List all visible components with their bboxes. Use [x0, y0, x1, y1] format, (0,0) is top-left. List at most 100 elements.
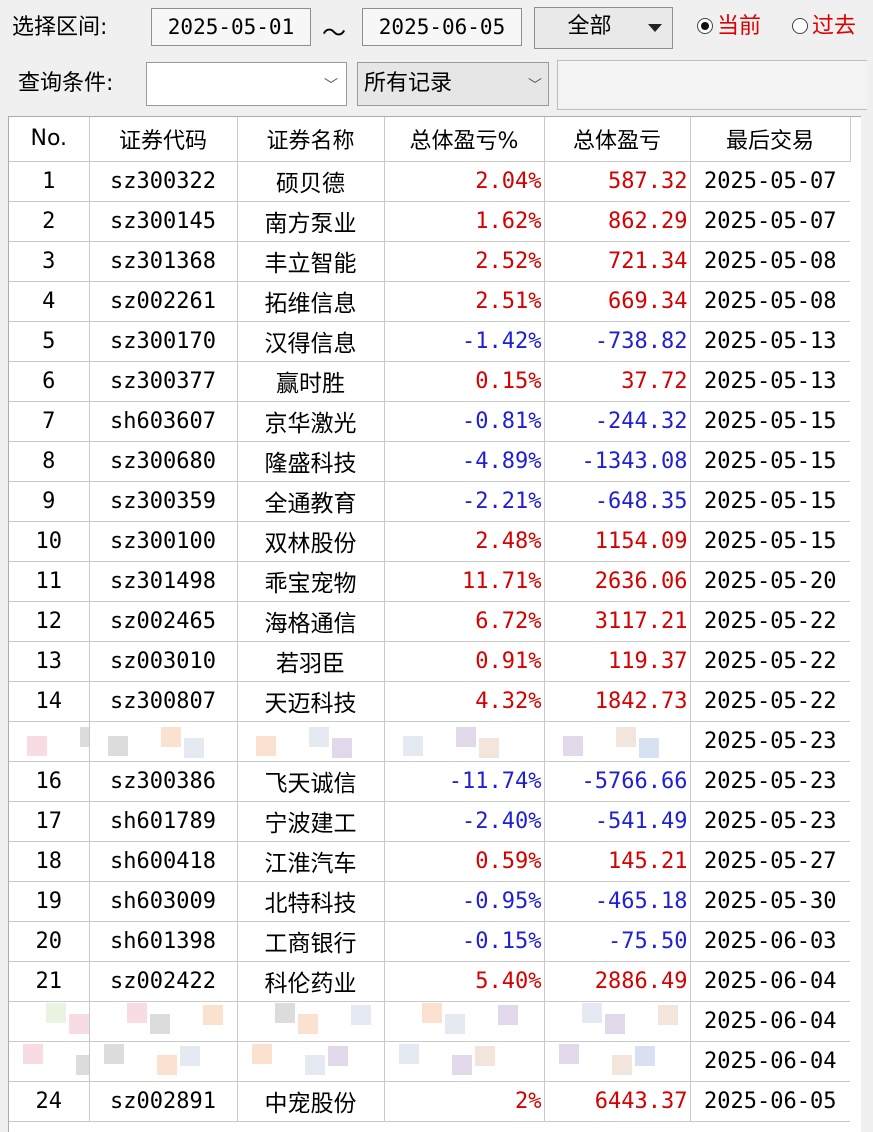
- records-select-value: 所有记录: [364, 71, 453, 96]
- cell-pnl: -244.32: [544, 401, 691, 442]
- col-header-last-trade[interactable]: 最后交易: [690, 117, 851, 162]
- table-row[interactable]: 19 sh603009 北特科技 -0.95% -465.18 2025-05-30: [9, 881, 850, 922]
- cell-pnl: 37.72: [544, 361, 691, 402]
- col-header-pnl[interactable]: 总体盈亏: [544, 117, 691, 162]
- table-row[interactable]: 24 sz002891 中宠股份 2% 6443.37 2025-06-05: [9, 1081, 850, 1122]
- cell-last-trade: 2025-06-03: [690, 921, 850, 962]
- cell-name: 天迈科技: [237, 681, 385, 722]
- table-row[interactable]: 11 sz301498 乖宝宠物 11.71% 2636.06 2025-05-20: [9, 561, 850, 602]
- cell-code: sz300807: [89, 681, 238, 722]
- radio-past[interactable]: 过去: [792, 14, 856, 40]
- cell-no: 4: [9, 281, 90, 322]
- cell-code: sh603009: [89, 881, 238, 922]
- cell-pnl-pct: -11.74%: [384, 761, 545, 802]
- condition-select[interactable]: ﹀: [146, 62, 347, 106]
- cell-no: 24: [9, 1081, 90, 1122]
- date-range-toolbar: 选择区间: 2025-05-01 ～ 2025-06-05 全部 当前 过去: [0, 0, 873, 56]
- col-header-no[interactable]: No.: [9, 117, 90, 162]
- cell-pnl: 145.21: [544, 841, 691, 882]
- cell-no: 11: [9, 561, 90, 602]
- table-row[interactable]: 6 sz300377 赢时胜 0.15% 37.72 2025-05-13: [9, 361, 850, 402]
- cell-pnl: 1842.73: [544, 681, 691, 722]
- records-select[interactable]: 所有记录 ﹀: [357, 62, 549, 106]
- cell-pnl: -75.50: [544, 921, 691, 962]
- cell-code: sz301498: [89, 561, 238, 602]
- table-row[interactable]: 20 sh601398 工商银行 -0.15% -75.50 2025-06-03: [9, 921, 850, 962]
- cell-code: sz002422: [89, 961, 238, 1002]
- start-date-field[interactable]: 2025-05-01: [151, 8, 311, 46]
- table-row[interactable]: 4 sz002261 拓维信息 2.51% 669.34 2025-05-08: [9, 281, 850, 322]
- scope-select[interactable]: 全部: [534, 7, 673, 49]
- cell-last-trade: 2025-05-13: [690, 321, 850, 362]
- table-row[interactable]: 7 sh603607 京华激光 -0.81% -244.32 2025-05-15: [9, 401, 850, 442]
- mosaic-blur: [384, 721, 545, 762]
- cell-name: 汉得信息: [237, 321, 385, 362]
- col-header-code[interactable]: 证券代码: [89, 117, 238, 162]
- table-row[interactable]: 2025-06-04: [9, 1041, 850, 1082]
- cell-no: 19: [9, 881, 90, 922]
- table-row[interactable]: 1 sz300322 硕贝德 2.04% 587.32 2025-05-07: [9, 161, 850, 202]
- table-row[interactable]: 9 sz300359 全通教育 -2.21% -648.35 2025-05-15: [9, 481, 850, 522]
- scope-select-value: 全部: [567, 14, 612, 39]
- table-row[interactable]: 8 sz300680 隆盛科技 -4.89% -1343.08 2025-05-15: [9, 441, 850, 482]
- cell-pnl-pct: -0.95%: [384, 881, 545, 922]
- cell-no: 13: [9, 641, 90, 682]
- chevron-down-icon: ﹀: [528, 78, 542, 94]
- cell-pnl: 1154.09: [544, 521, 691, 562]
- trade-records-grid[interactable]: No. 证券代码 证券名称 总体盈亏% 总体盈亏 最后交易 1 sz300322 硕…: [8, 116, 861, 1132]
- table-row[interactable]: 16 sz300386 飞天诚信 -11.74% -5766.66 2025-05-23: [9, 761, 850, 802]
- cell-no: 14: [9, 681, 90, 722]
- table-row[interactable]: 18 sh600418 江淮汽车 0.59% 145.21 2025-05-27: [9, 841, 850, 882]
- mosaic-blur: [9, 1001, 90, 1042]
- table-row[interactable]: 14 sz300807 天迈科技 4.32% 1842.73 2025-05-22: [9, 681, 850, 722]
- table-row[interactable]: 13 sz003010 若羽臣 0.91% 119.37 2025-05-22: [9, 641, 850, 682]
- cell-code: sz003010: [89, 641, 238, 682]
- cell-code: sz300359: [89, 481, 238, 522]
- cell-pnl-pct: 5.40%: [384, 961, 545, 1002]
- cell-last-trade: 2025-05-07: [690, 201, 850, 242]
- mosaic-blur: [384, 1001, 545, 1042]
- cell-no: 2: [9, 201, 90, 242]
- col-header-pnl-pct[interactable]: 总体盈亏%: [384, 117, 545, 162]
- cell-name: 乖宝宠物: [237, 561, 385, 602]
- cell-last-trade: 2025-05-23: [690, 801, 850, 842]
- table-row[interactable]: 2 sz300145 南方泵业 1.62% 862.29 2025-05-07: [9, 201, 850, 242]
- cell-name: 海格通信: [237, 601, 385, 642]
- cell-name: 江淮汽车: [237, 841, 385, 882]
- table-row[interactable]: 12 sz002465 海格通信 6.72% 3117.21 2025-05-22: [9, 601, 850, 642]
- cell-code: sz300145: [89, 201, 238, 242]
- table-row[interactable]: 21 sz002422 科伦药业 5.40% 2886.49 2025-06-04: [9, 961, 850, 1002]
- col-header-name[interactable]: 证券名称: [237, 117, 385, 162]
- cell-pnl-pct: -2.21%: [384, 481, 545, 522]
- cell-code: sz300170: [89, 321, 238, 362]
- cell-last-trade: 2025-05-07: [690, 161, 850, 202]
- cell-no: 20: [9, 921, 90, 962]
- radio-current-label: 当前: [717, 14, 762, 39]
- cell-code: sz002465: [89, 601, 238, 642]
- cell-no: 7: [9, 401, 90, 442]
- cell-last-trade: 2025-06-04: [690, 1001, 850, 1042]
- cell-name: 科伦药业: [237, 961, 385, 1002]
- cell-name: 北特科技: [237, 881, 385, 922]
- mosaic-blur: [237, 1041, 385, 1082]
- cell-code: sz300322: [89, 161, 238, 202]
- cell-pnl-pct: -4.89%: [384, 441, 545, 482]
- cell-pnl: 6443.37: [544, 1081, 691, 1122]
- range-separator: ～: [322, 19, 346, 47]
- table-row[interactable]: 2025-05-23: [9, 721, 850, 762]
- cell-last-trade: 2025-05-30: [690, 881, 850, 922]
- cell-pnl: 3117.21: [544, 601, 691, 642]
- end-date-field[interactable]: 2025-06-05: [362, 8, 522, 46]
- table-row[interactable]: 17 sh601789 宁波建工 -2.40% -541.49 2025-05-23: [9, 801, 850, 842]
- cell-name: 全通教育: [237, 481, 385, 522]
- mosaic-blur: [89, 721, 238, 762]
- cell-code: sz300386: [89, 761, 238, 802]
- table-row[interactable]: 5 sz300170 汉得信息 -1.42% -738.82 2025-05-13: [9, 321, 850, 362]
- table-row[interactable]: 10 sz300100 双林股份 2.48% 1154.09 2025-05-15: [9, 521, 850, 562]
- radio-current[interactable]: 当前: [697, 14, 761, 40]
- cell-no: 1: [9, 161, 90, 202]
- cell-pnl-pct: -0.81%: [384, 401, 545, 442]
- table-row[interactable]: 3 sz301368 丰立智能 2.52% 721.34 2025-05-08: [9, 241, 850, 282]
- cell-pnl-pct: 2.52%: [384, 241, 545, 282]
- table-row[interactable]: 2025-06-04: [9, 1001, 850, 1042]
